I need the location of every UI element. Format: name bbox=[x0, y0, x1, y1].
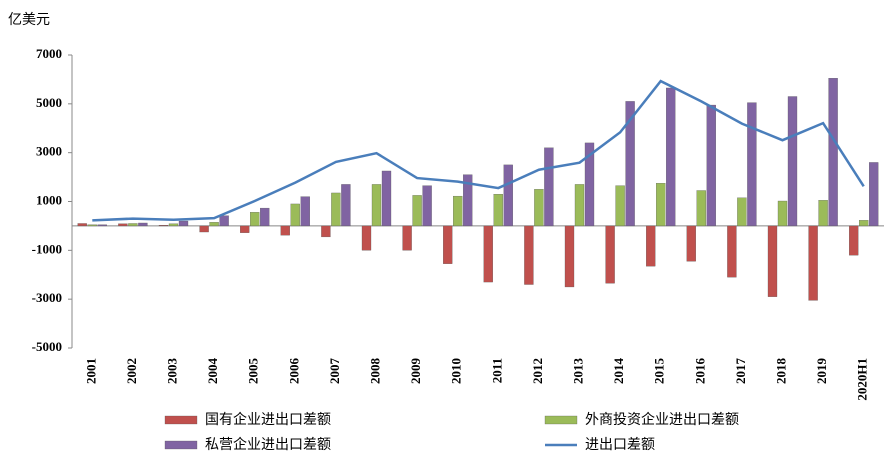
bar bbox=[727, 225, 737, 278]
bar bbox=[321, 225, 331, 238]
x-tick-label: 2010 bbox=[449, 358, 464, 384]
bar bbox=[828, 78, 838, 227]
x-tick-label: 2004 bbox=[205, 358, 220, 385]
legend-swatch bbox=[164, 440, 198, 450]
bar bbox=[574, 184, 585, 227]
bar bbox=[483, 225, 493, 283]
x-tick-label: 2012 bbox=[530, 358, 545, 384]
bar bbox=[87, 224, 97, 227]
bar bbox=[686, 225, 696, 262]
bar bbox=[625, 101, 635, 227]
legend-swatch bbox=[544, 415, 578, 425]
x-tick-label: 2018 bbox=[773, 358, 788, 385]
bar bbox=[777, 200, 788, 227]
bar bbox=[564, 225, 575, 288]
x-tick-label: 2011 bbox=[489, 358, 504, 383]
legend-label: 外商投资企业进出口差额 bbox=[585, 411, 739, 428]
bar bbox=[128, 223, 138, 227]
y-tick-label: 5000 bbox=[36, 95, 62, 110]
y-tick-label: 7000 bbox=[36, 46, 62, 61]
line bbox=[92, 79, 865, 222]
y-tick-label: -5000 bbox=[32, 339, 62, 354]
x-tick-label: 2003 bbox=[164, 358, 179, 385]
bar bbox=[615, 185, 625, 227]
bar bbox=[584, 142, 595, 227]
bar bbox=[808, 225, 818, 301]
x-tick-label: 2014 bbox=[611, 358, 626, 385]
bar bbox=[168, 223, 179, 227]
bar bbox=[250, 212, 260, 227]
bar bbox=[463, 174, 473, 227]
bar bbox=[453, 195, 463, 227]
bar bbox=[260, 207, 270, 227]
bar bbox=[605, 225, 615, 284]
x-tick-label: 2001 bbox=[83, 358, 98, 384]
x-tick-label: 2015 bbox=[652, 358, 667, 385]
bar bbox=[869, 162, 879, 227]
bar bbox=[118, 223, 128, 227]
bar bbox=[412, 195, 422, 227]
bar bbox=[178, 220, 189, 227]
bar bbox=[341, 184, 351, 227]
x-tick-label: 2006 bbox=[286, 358, 301, 385]
bar bbox=[290, 203, 300, 227]
y-tick-label: 3000 bbox=[36, 144, 62, 159]
x-tick-label: 2017 bbox=[733, 358, 748, 385]
bar bbox=[138, 222, 148, 227]
bar bbox=[747, 102, 757, 227]
x-tick-label: 2005 bbox=[246, 358, 261, 385]
bar bbox=[859, 220, 869, 227]
x-tick-label: 2016 bbox=[692, 358, 707, 385]
bar bbox=[381, 170, 392, 227]
bar bbox=[422, 185, 432, 227]
x-tick-label: 2013 bbox=[570, 358, 585, 385]
bar bbox=[503, 164, 513, 227]
x-tick-label: 2020H1 bbox=[855, 358, 870, 401]
bar bbox=[646, 225, 656, 267]
bar bbox=[219, 215, 229, 227]
bar bbox=[787, 96, 798, 227]
legend-swatch bbox=[164, 415, 198, 425]
bar bbox=[666, 87, 676, 227]
bar bbox=[280, 225, 290, 236]
x-tick-label: 2008 bbox=[367, 358, 382, 385]
bar bbox=[240, 225, 250, 233]
legend-label: 进出口差额 bbox=[585, 437, 655, 453]
legend-label: 国有企业进出口差额 bbox=[205, 411, 331, 428]
x-tick-label: 2009 bbox=[408, 358, 423, 385]
bar bbox=[443, 225, 453, 264]
bar bbox=[737, 197, 747, 227]
bar bbox=[371, 184, 382, 227]
x-tick-label: 2007 bbox=[327, 358, 342, 385]
y-tick-label: -1000 bbox=[32, 241, 62, 256]
bar bbox=[493, 194, 503, 227]
bar bbox=[402, 225, 412, 251]
bar bbox=[818, 200, 828, 227]
bar bbox=[544, 147, 554, 227]
bar bbox=[97, 224, 107, 227]
bar bbox=[706, 104, 716, 227]
bar bbox=[534, 189, 544, 227]
x-tick-label: 2002 bbox=[124, 358, 139, 384]
bar bbox=[361, 225, 372, 251]
bar bbox=[300, 196, 310, 227]
bar bbox=[77, 223, 87, 227]
bar bbox=[199, 225, 209, 233]
y-tick-label: 1000 bbox=[36, 192, 62, 207]
bar bbox=[209, 222, 219, 227]
bar bbox=[331, 192, 341, 227]
unit-label: 亿美元 bbox=[8, 12, 50, 28]
bar bbox=[849, 225, 859, 256]
bar bbox=[158, 225, 169, 227]
bar bbox=[656, 183, 666, 227]
legend-label: 私营企业进出口差额 bbox=[205, 436, 331, 453]
bar bbox=[767, 225, 778, 297]
y-tick-label: -3000 bbox=[32, 290, 62, 305]
bar bbox=[696, 190, 706, 227]
x-tick-label: 2019 bbox=[814, 358, 829, 385]
bar bbox=[524, 225, 534, 285]
